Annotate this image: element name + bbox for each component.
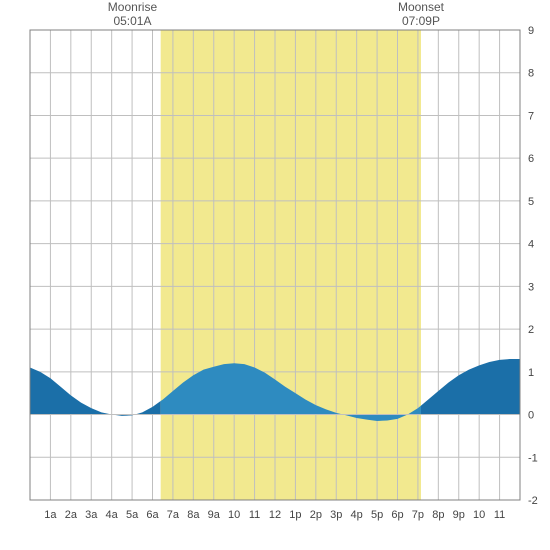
svg-text:3p: 3p bbox=[330, 509, 342, 521]
svg-text:7: 7 bbox=[528, 110, 534, 122]
svg-text:1: 1 bbox=[528, 367, 534, 379]
moonrise-label: Moonrise bbox=[97, 0, 167, 14]
svg-text:1a: 1a bbox=[44, 509, 57, 521]
svg-text:2: 2 bbox=[528, 324, 534, 336]
moonset-label: Moonset bbox=[386, 0, 456, 14]
svg-text:5a: 5a bbox=[126, 509, 139, 521]
svg-text:8p: 8p bbox=[432, 509, 444, 521]
svg-text:6a: 6a bbox=[146, 509, 159, 521]
svg-text:11: 11 bbox=[494, 509, 505, 521]
svg-text:9: 9 bbox=[528, 25, 534, 37]
svg-text:3a: 3a bbox=[85, 509, 98, 521]
svg-text:4: 4 bbox=[528, 239, 534, 251]
svg-text:9p: 9p bbox=[453, 509, 465, 521]
svg-text:3: 3 bbox=[528, 281, 534, 293]
svg-text:10: 10 bbox=[228, 509, 240, 521]
svg-text:0: 0 bbox=[528, 410, 534, 422]
moonset-time: 07:09P bbox=[386, 14, 456, 28]
chart-svg: -2-101234567891a2a3a4a5a6a7a8a9a1011121p… bbox=[0, 0, 550, 550]
svg-text:5p: 5p bbox=[371, 509, 383, 521]
svg-text:8a: 8a bbox=[187, 509, 200, 521]
svg-text:4p: 4p bbox=[351, 509, 363, 521]
svg-text:7p: 7p bbox=[412, 509, 424, 521]
svg-text:9a: 9a bbox=[208, 509, 221, 521]
svg-text:6p: 6p bbox=[391, 509, 403, 521]
svg-text:10: 10 bbox=[473, 509, 485, 521]
svg-text:8: 8 bbox=[528, 68, 534, 80]
svg-text:7a: 7a bbox=[167, 509, 180, 521]
svg-text:-1: -1 bbox=[528, 452, 538, 464]
svg-text:11: 11 bbox=[249, 509, 260, 521]
svg-text:2a: 2a bbox=[65, 509, 78, 521]
svg-text:12: 12 bbox=[269, 509, 281, 521]
moonrise-annotation: Moonrise 05:01A bbox=[97, 0, 167, 29]
svg-text:-2: -2 bbox=[528, 495, 538, 507]
moonset-annotation: Moonset 07:09P bbox=[386, 0, 456, 29]
svg-text:2p: 2p bbox=[310, 509, 322, 521]
svg-text:5: 5 bbox=[528, 196, 534, 208]
svg-text:6: 6 bbox=[528, 153, 534, 165]
tide-chart: Moonrise 05:01A Moonset 07:09P -2-101234… bbox=[0, 0, 550, 550]
moonrise-time: 05:01A bbox=[97, 14, 167, 28]
svg-text:1p: 1p bbox=[289, 509, 301, 521]
svg-text:4a: 4a bbox=[106, 509, 119, 521]
